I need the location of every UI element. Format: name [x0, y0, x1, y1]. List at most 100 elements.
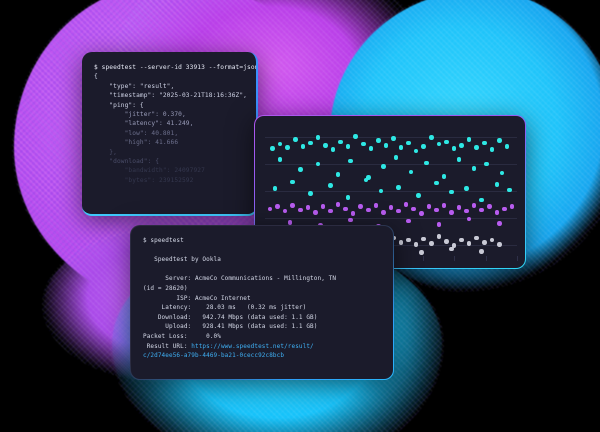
- chart-dot-download: [471, 166, 477, 171]
- chart-dot-download: [451, 146, 457, 151]
- chart-dot-download: [408, 169, 414, 175]
- chart-dot-download: [441, 174, 447, 179]
- chart-dot-upload: [497, 221, 502, 226]
- chart-dot-upload: [456, 205, 462, 211]
- chart-gridline: [265, 191, 517, 192]
- chart-dot-download: [429, 135, 434, 140]
- chart-dot-download: [308, 190, 313, 196]
- chart-dot-download: [328, 183, 333, 188]
- chart-dot-upload: [328, 208, 333, 214]
- chart-dot-download: [270, 146, 275, 151]
- chart-dot-download: [323, 142, 328, 148]
- json-output-terminal[interactable]: $ speedtest --server-id 33913 --format=j…: [82, 52, 258, 216]
- chart-tick: [485, 256, 487, 261]
- chart-dot-upload: [494, 209, 500, 215]
- chart-dot-download: [338, 139, 343, 145]
- chart-dot-download: [363, 177, 369, 183]
- chart-dot-upload: [320, 204, 326, 209]
- json-terminal-body: $ speedtest --server-id 33913 --format=j…: [82, 52, 256, 214]
- chart-dot-upload: [366, 207, 371, 213]
- chart-dot-upload: [509, 204, 515, 209]
- json-line-4: "ping": {: [94, 101, 144, 109]
- chart-dot-download: [499, 170, 505, 176]
- chart-dot-upload: [358, 204, 364, 209]
- chart-dot-upload: [267, 206, 273, 212]
- chart-dot-download: [464, 186, 469, 192]
- result-terminal-text: $ speedtest Speedtest by Ookla Server: A…: [143, 236, 381, 361]
- chart-dot-download: [406, 140, 411, 146]
- chart-dot-latency: [479, 249, 484, 254]
- chart-dot-latency: [489, 237, 495, 243]
- chart-dot-upload: [411, 206, 416, 212]
- result-terminal-body: $ speedtest Speedtest by Ookla Server: A…: [131, 226, 393, 379]
- chart-dot-upload: [313, 209, 318, 215]
- chart-dot-download: [378, 188, 384, 194]
- chart-dot-upload: [343, 206, 348, 212]
- result-url-line1[interactable]: https://www.speedtest.net/result/: [191, 342, 314, 350]
- json-line-7: "low": 40.801,: [94, 129, 179, 137]
- chart-dot-latency: [451, 243, 457, 248]
- json-line-10: "download": {: [94, 158, 160, 166]
- json-line-12: "bytes": 239152592: [94, 176, 194, 184]
- chart-dot-upload: [388, 205, 394, 211]
- chart-dot-download: [383, 142, 389, 148]
- chart-dot-download: [416, 193, 421, 198]
- chart-dot-download: [436, 141, 442, 147]
- chart-dot-download: [345, 144, 351, 149]
- chart-gridline: [265, 137, 517, 139]
- chart-dot-download: [300, 144, 306, 149]
- result-url-line2[interactable]: c/2d74ee56-a79b-4469-ba21-0cecc92c8bcb: [143, 352, 285, 360]
- chart-dot-download: [315, 161, 321, 167]
- chart-dot-download: [489, 147, 495, 152]
- chart-dot-upload: [396, 208, 401, 214]
- result-terminal-output: $ speedtest Speedtest by Ookla Server: A…: [143, 237, 337, 350]
- chart-dot-download: [277, 157, 283, 163]
- chart-dot-upload: [275, 204, 280, 209]
- chart-gridline: [265, 217, 517, 219]
- chart-dot-upload: [287, 219, 293, 225]
- chart-tick: [517, 256, 518, 261]
- chart-dot-download: [421, 144, 427, 149]
- chart-dot-download: [290, 179, 295, 185]
- chart-dot-download: [366, 175, 371, 180]
- chart-dot-download: [368, 146, 374, 151]
- chart-dot-upload: [441, 203, 447, 208]
- chart-dot-download: [348, 158, 353, 164]
- chart-dot-latency: [421, 236, 427, 242]
- chart-tick: [454, 256, 455, 261]
- chart-dot-download: [315, 135, 321, 140]
- json-line-5: "jitter": 0.370,: [94, 111, 186, 119]
- chart-dot-latency: [497, 242, 502, 247]
- chart-dot-latency: [459, 237, 464, 243]
- chart-dot-download: [434, 180, 439, 186]
- chart-dot-download: [376, 138, 381, 144]
- chart-dot-latency: [449, 246, 454, 252]
- chart-dot-download: [444, 139, 449, 145]
- chart-dot-download: [297, 167, 303, 173]
- chart-dot-download: [345, 195, 351, 200]
- json-line-3: "timestamp": "2025-03-21T18:16:36Z",: [94, 92, 248, 100]
- chart-dot-download: [413, 148, 419, 154]
- chart-dot-upload: [403, 202, 409, 207]
- chart-dot-upload: [282, 208, 288, 214]
- chart-dot-latency: [406, 237, 411, 243]
- chart-dot-download: [459, 142, 464, 148]
- chart-dot-download: [330, 147, 336, 152]
- chart-dot-upload: [466, 216, 472, 222]
- result-terminal[interactable]: $ speedtest Speedtest by Ookla Server: A…: [130, 225, 394, 380]
- chart-dot-download: [484, 161, 490, 167]
- chart-dot-upload: [464, 208, 469, 214]
- chart-gridline: [265, 164, 517, 166]
- json-line-8: "high": 41.666: [94, 139, 179, 147]
- chart-dot-download: [393, 155, 399, 160]
- chart-dot-latency: [436, 234, 442, 240]
- chart-dot-download: [504, 144, 510, 149]
- chart-dot-upload: [348, 217, 353, 223]
- chart-dot-latency: [398, 240, 404, 245]
- chart-dot-download: [456, 157, 462, 163]
- json-line-6: "latency": 41.249,: [94, 120, 194, 128]
- chart-dot-download: [423, 160, 429, 166]
- chart-dot-download: [335, 171, 341, 177]
- chart-dot-download: [353, 133, 358, 139]
